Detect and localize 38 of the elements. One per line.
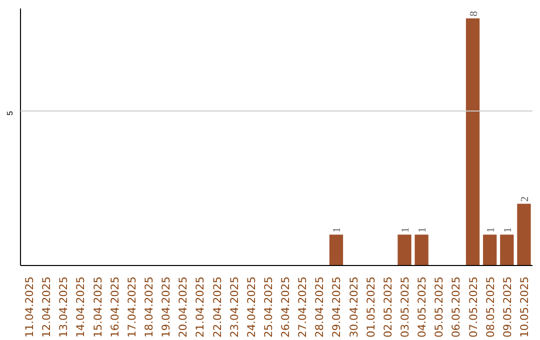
x-tick-label: 27.04.2025 [296,276,310,338]
x-tick-label: 21.04.2025 [194,276,207,338]
x-tick-label: 10.05.2025 [518,276,531,338]
x-tick-label: 24.04.2025 [244,276,258,338]
x-tick-label: 06.05.2025 [450,276,463,338]
x-tick-label: 01.05.2025 [364,276,378,338]
data-label: 1 [486,227,497,233]
x-tick-label: 30.04.2025 [347,276,360,338]
x-tick-label: 07.05.2025 [466,276,480,338]
x-tick-label: 15.04.2025 [91,276,104,338]
data-label: 1 [332,227,344,233]
data-label: 2 [520,196,531,202]
x-tick-label: 02.05.2025 [381,276,394,338]
x-tick-label: 23.04.2025 [228,276,241,338]
x-tick-label: 26.04.2025 [279,276,292,338]
x-tick-label: 05.05.2025 [432,276,446,338]
data-label: 1 [418,227,429,233]
x-tick-label: 09.05.2025 [500,276,514,338]
x-tick-label: 17.04.2025 [125,276,138,338]
ref-line-label: 5 [6,110,14,116]
data-label: 1 [400,227,412,233]
x-tick-label: 08.05.2025 [484,276,497,338]
x-tick-label: 18.04.2025 [142,276,156,338]
x-tick-label: 22.04.2025 [210,276,224,338]
x-tick-label: 28.04.2025 [313,276,326,338]
x-tick-label: 12.04.2025 [40,276,54,338]
x-tick-label: 13.04.2025 [57,276,70,338]
x-tick-label: 25.04.2025 [262,276,275,338]
data-label: 8 [468,11,480,16]
data-label: 1 [502,227,514,233]
x-tick-label: 29.04.2025 [330,276,344,338]
x-tick-label: 14.04.2025 [74,276,88,338]
x-tick-label: 11.04.2025 [23,276,36,338]
x-tick-label: 20.04.2025 [176,276,190,338]
x-tick-label: 16.04.2025 [108,276,122,338]
x-tick-label: 03.05.2025 [398,276,412,338]
x-tick-label: 04.05.2025 [416,276,429,338]
x-tick-label: 19.04.2025 [160,276,173,338]
